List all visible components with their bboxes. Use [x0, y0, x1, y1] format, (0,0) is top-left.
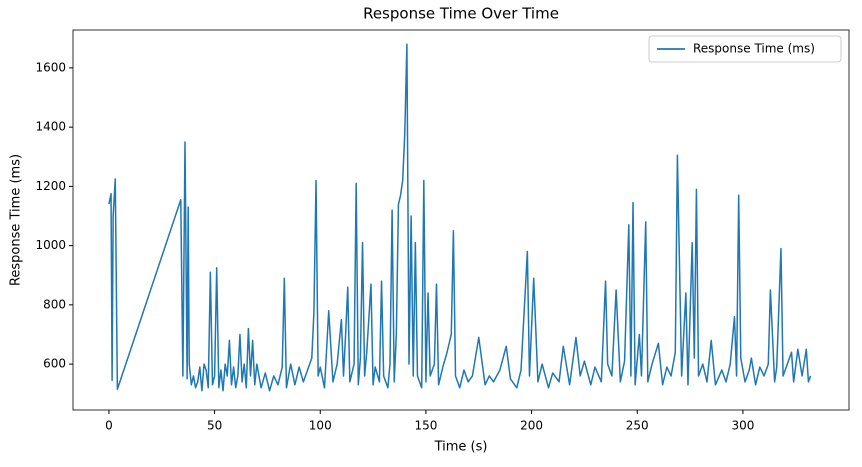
y-axis-label: Response Time (ms)	[9, 154, 24, 286]
x-tick-label: 0	[105, 419, 113, 433]
x-tick-label: 250	[626, 419, 649, 433]
y-tick-label: 1000	[35, 238, 66, 252]
y-tick-label: 1600	[35, 60, 66, 74]
legend-box	[648, 35, 842, 63]
x-axis-label: Time (s)	[434, 440, 488, 455]
y-tick-label: 1400	[35, 120, 66, 134]
y-tick-label: 800	[43, 297, 66, 311]
x-tick-label: 50	[207, 419, 222, 433]
data-line	[108, 43, 812, 392]
x-tick-label: 200	[520, 419, 543, 433]
x-tick-label: 150	[414, 419, 437, 433]
plot-frame	[72, 29, 850, 411]
y-tick-label: 600	[43, 357, 66, 371]
chart-title: Response Time Over Time	[363, 5, 559, 23]
y-tick-label: 1200	[35, 179, 66, 193]
x-tick-label: 100	[309, 419, 332, 433]
legend-label: Response Time (ms)	[693, 42, 815, 56]
x-tick-label: 300	[731, 419, 754, 433]
